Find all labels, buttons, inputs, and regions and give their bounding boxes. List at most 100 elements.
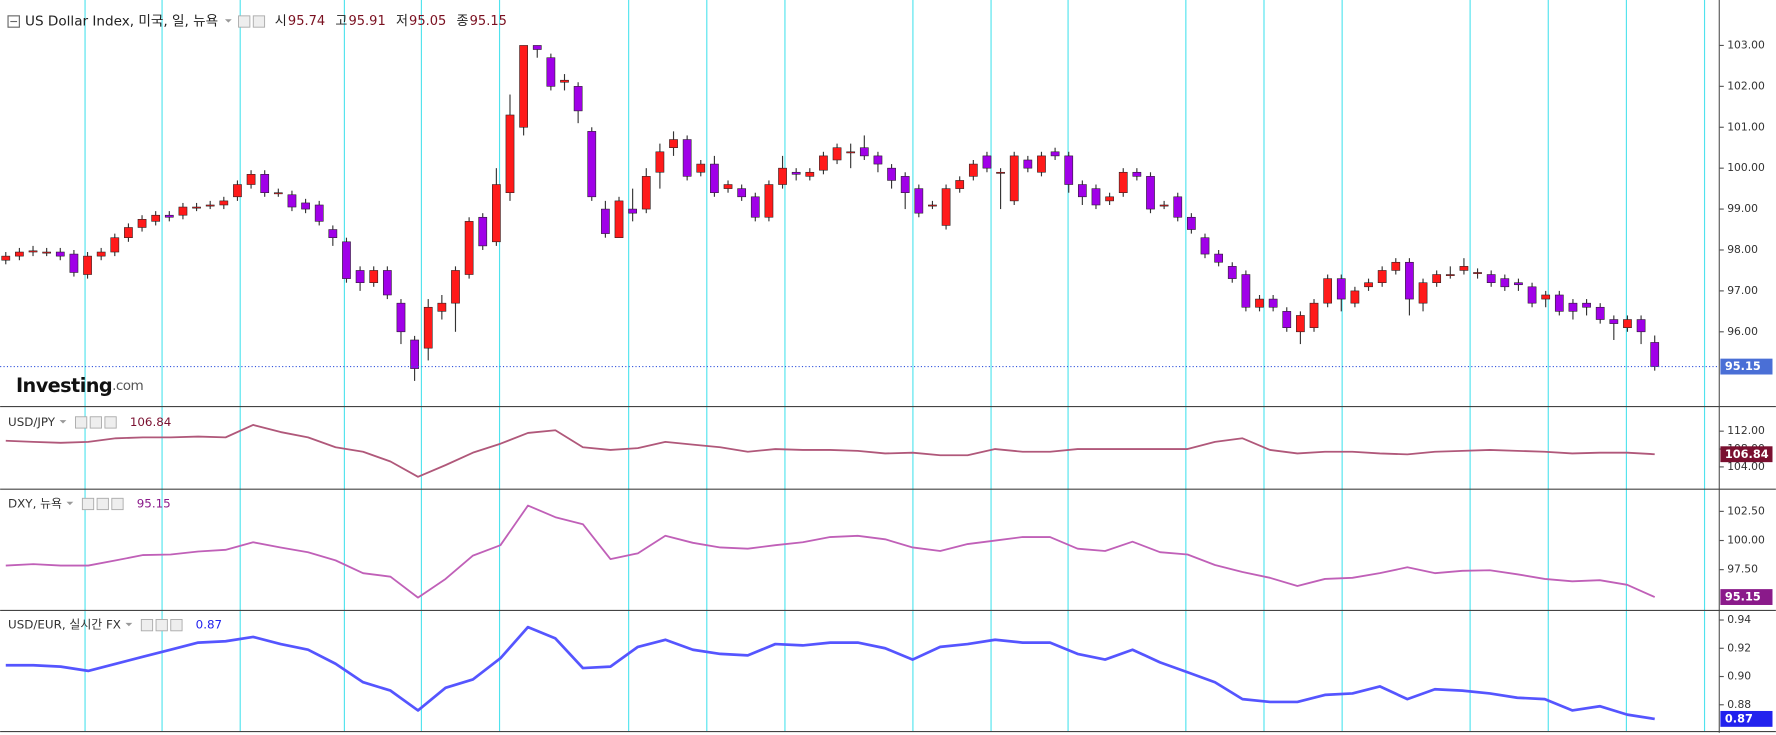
candle-body: [1568, 302, 1578, 312]
candle-body: [1391, 261, 1401, 271]
candle-body: [301, 202, 310, 210]
y-tick-label: 0.94: [1727, 613, 1751, 626]
legend-icon: [104, 416, 117, 429]
y-tick-label: 96.00: [1727, 325, 1758, 338]
legend-name: USD/EUR, 실시간 FX: [8, 618, 121, 632]
ohlc-value: 95.15: [470, 14, 507, 29]
candle-body: [478, 216, 488, 247]
candle-body: [1214, 253, 1223, 263]
candle-body: [1296, 315, 1305, 333]
logo-suffix: .com: [112, 378, 143, 394]
y-tick-label: 102.50: [1727, 504, 1765, 517]
candle-body: [982, 155, 992, 169]
legend-icon: [89, 416, 102, 429]
candle-body: [1554, 294, 1564, 312]
candle-body: [682, 139, 692, 177]
y-tick-label: 98.00: [1727, 243, 1758, 256]
last-value-label: 0.87: [1725, 711, 1753, 725]
candle-body: [396, 302, 406, 333]
y-tick-label: 100.00: [1727, 161, 1765, 174]
candle-body: [505, 114, 515, 193]
candle-body: [1473, 272, 1482, 274]
candle-body: [750, 196, 760, 218]
y-tick-label: 101.00: [1727, 120, 1765, 133]
candle-body: [233, 184, 242, 198]
last-value-label: 95.15: [1725, 590, 1761, 604]
candle-body: [1, 255, 11, 261]
candle-body: [900, 176, 910, 193]
last-value-label: 106.84: [1725, 447, 1769, 461]
candle-body: [1200, 237, 1210, 255]
candle-body: [342, 241, 351, 279]
candle-body: [996, 171, 1005, 174]
candle-body: [1541, 294, 1551, 300]
candle-body: [1023, 159, 1033, 169]
candle-body: [914, 188, 924, 214]
legend-value: 106.84: [130, 415, 172, 429]
last-value-tag: [1720, 446, 1773, 463]
candle-body: [873, 155, 883, 165]
candle-body: [1241, 274, 1251, 308]
series-line: [5, 424, 1655, 478]
candle-body: [1159, 204, 1169, 207]
candle-body: [83, 255, 92, 275]
candle-body: [928, 204, 937, 207]
candle-body: [1364, 282, 1373, 288]
legend-name: DXY, 뉴욕: [8, 496, 62, 510]
series-line: [5, 625, 1655, 721]
legend-value: 95.15: [137, 496, 171, 510]
candle-body: [382, 270, 392, 296]
legend-name: USD/JPY: [8, 415, 56, 429]
candle-body: [587, 131, 597, 198]
y-tick-label: 104.00: [1727, 460, 1765, 473]
candle-body: [819, 155, 828, 171]
vertical-grid: [84, 0, 1706, 732]
candle-body: [219, 200, 229, 206]
legend-icon: [155, 619, 168, 632]
candle-body: [1255, 298, 1264, 308]
candle-body: [1009, 155, 1019, 202]
candle-body: [1118, 171, 1128, 193]
dropdown-caret: [59, 420, 67, 424]
candle-body: [492, 184, 501, 243]
candle-body: [614, 200, 624, 238]
candle-body: [1187, 216, 1196, 230]
legend-icon: [170, 619, 183, 632]
last-value-tag: [1720, 710, 1773, 727]
candle-body: [1173, 196, 1183, 218]
legend-value: 0.87: [196, 618, 222, 632]
dropdown-caret: [125, 622, 133, 627]
candle-body: [205, 204, 215, 207]
candle-body: [1227, 266, 1237, 279]
candle-body: [260, 174, 270, 193]
candle-body: [423, 306, 433, 349]
ohlc-value: 95.74: [288, 14, 325, 29]
candle-body: [1595, 306, 1605, 320]
candle-body: [28, 250, 38, 253]
candle-body: [164, 214, 174, 218]
candle-body: [192, 206, 201, 209]
y-tick-label: 112.00: [1727, 424, 1765, 437]
y-tick-label: 102.00: [1727, 79, 1765, 92]
logo: Investing.com: [16, 374, 144, 397]
candle-body: [314, 204, 324, 222]
candle-body: [1636, 319, 1646, 333]
candle-body: [1146, 176, 1155, 210]
legend-icon: [96, 497, 109, 511]
candle-body: [137, 219, 147, 228]
candle-body: [464, 221, 474, 275]
candle-body: [846, 151, 856, 154]
series-line: [5, 504, 1656, 599]
candle-body: [15, 251, 24, 257]
ohlc-label: 고: [335, 14, 347, 29]
candle-body: [955, 180, 965, 189]
candle-body: [355, 270, 365, 283]
y-tick-label: 100.00: [1727, 534, 1765, 547]
candle-body: [669, 139, 678, 148]
candle-body: [1459, 266, 1469, 271]
y-tick-label: 99.00: [1727, 202, 1758, 215]
candle-body: [437, 302, 447, 312]
candle-body: [1336, 278, 1346, 300]
